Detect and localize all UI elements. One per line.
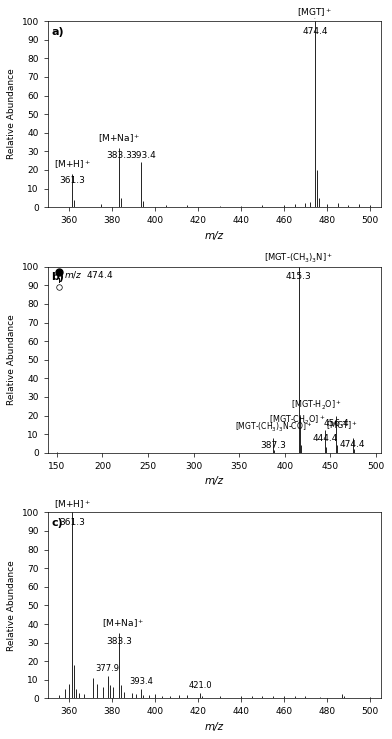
Y-axis label: Relative Abundance: Relative Abundance: [7, 69, 16, 160]
Y-axis label: Relative Abundance: Relative Abundance: [7, 314, 16, 405]
Text: 474.4: 474.4: [340, 440, 365, 449]
Text: [MGT-CH$_2$O]$^+$: [MGT-CH$_2$O]$^+$: [269, 414, 325, 426]
Text: [MGT-(CH$_3$)$_3$N-CO]$^+$: [MGT-(CH$_3$)$_3$N-CO]$^+$: [235, 421, 312, 435]
Text: $m/z$  474.4: $m/z$ 474.4: [64, 269, 114, 279]
Text: 456.4: 456.4: [323, 419, 349, 429]
Text: 393.4: 393.4: [131, 151, 156, 160]
Text: a): a): [51, 27, 64, 37]
Text: 361.3: 361.3: [59, 177, 85, 185]
X-axis label: m/z: m/z: [205, 231, 224, 241]
Text: [MGT-H$_2$O]$^+$: [MGT-H$_2$O]$^+$: [291, 398, 341, 412]
Text: 387.3: 387.3: [260, 440, 286, 450]
Text: [MGT-(CH$_3$)$_3$N]$^+$: [MGT-(CH$_3$)$_3$N]$^+$: [264, 252, 333, 265]
Text: [M+Na]$^+$: [M+Na]$^+$: [102, 617, 144, 630]
Text: 415.3: 415.3: [286, 272, 312, 282]
X-axis label: m/z: m/z: [205, 477, 224, 486]
Text: 383.3: 383.3: [106, 151, 132, 160]
Text: 421.0: 421.0: [189, 681, 212, 690]
Text: 444.4: 444.4: [313, 435, 338, 443]
Text: [MGT]$^+$: [MGT]$^+$: [326, 420, 358, 432]
X-axis label: m/z: m/z: [205, 722, 224, 732]
Text: 383.3: 383.3: [106, 637, 132, 646]
Text: [MGT]$^+$: [MGT]$^+$: [297, 7, 332, 19]
Text: 393.4: 393.4: [129, 678, 153, 687]
Text: 474.4: 474.4: [302, 27, 328, 35]
Text: 377.9: 377.9: [96, 664, 120, 673]
Text: [M+H]$^+$: [M+H]$^+$: [54, 158, 91, 171]
Text: b): b): [51, 272, 64, 282]
Y-axis label: Relative Abundance: Relative Abundance: [7, 560, 16, 651]
Text: [M+Na]$^+$: [M+Na]$^+$: [98, 132, 140, 145]
Text: c): c): [51, 518, 63, 528]
Text: 361.3: 361.3: [59, 518, 85, 527]
Text: [M+H]$^+$: [M+H]$^+$: [54, 498, 91, 511]
